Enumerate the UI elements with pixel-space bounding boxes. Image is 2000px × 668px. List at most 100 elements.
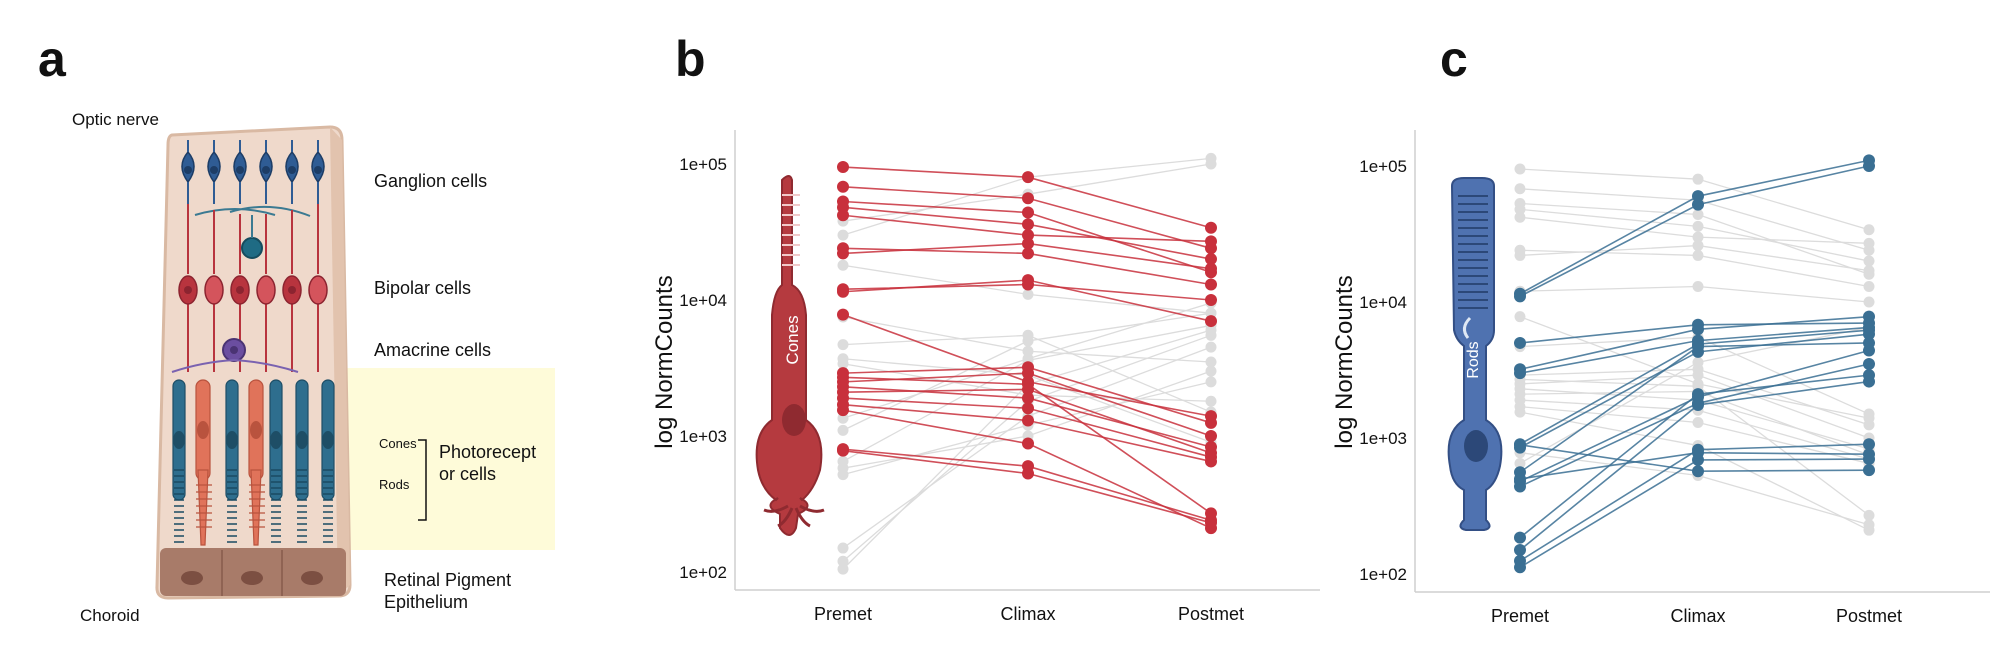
chart-c-ylabel: log NormCounts xyxy=(1331,275,1358,448)
chart-c-highlight-point xyxy=(1692,446,1704,459)
ganglion-cells xyxy=(181,140,325,259)
chart-c-background-point xyxy=(1514,211,1526,223)
chart-b-background-point xyxy=(837,424,849,436)
chart-c-highlight-point xyxy=(1863,344,1875,357)
label-photoreceptor-line2: or cells xyxy=(439,464,497,484)
chart-c-background-point xyxy=(1514,183,1526,195)
chart-c-background-point xyxy=(1692,220,1704,232)
chart-c-background-point xyxy=(1692,173,1704,185)
photoreceptor-cells xyxy=(172,379,335,546)
chart-c-background-point xyxy=(1863,255,1875,267)
bipolar-cells xyxy=(178,204,328,372)
label-bipolar-cells: Bipolar cells xyxy=(374,278,472,298)
label-optic-nerve: Optic nerve xyxy=(72,110,159,129)
chart-b-highlight-point xyxy=(1022,237,1034,250)
chart-b-highlight-point xyxy=(1205,221,1217,234)
chart-c-highlight-point xyxy=(1692,190,1704,203)
chart-c-background-point xyxy=(1863,296,1875,308)
chart-b-highlight-point xyxy=(1022,274,1034,287)
chart-c-background-point xyxy=(1692,369,1704,381)
chart-c-background-point xyxy=(1514,249,1526,261)
chart-b-background-point xyxy=(1022,329,1034,341)
panel-letter-b: b xyxy=(675,31,706,87)
chart-b-highlight-point xyxy=(1205,262,1217,275)
chart-c-highlight-point xyxy=(1514,531,1526,544)
chart-c-background-point xyxy=(1692,417,1704,429)
chart-c-background-point xyxy=(1514,311,1526,323)
chart-b-highlight-point xyxy=(1205,516,1217,529)
chart-c-highlight-point xyxy=(1863,358,1875,371)
chart-b-ytick-label: 1e+05 xyxy=(679,155,727,174)
photoreceptor-bracket xyxy=(418,439,427,521)
chart-b-highlight-point xyxy=(1205,455,1217,468)
chart-b-highlight-point xyxy=(1022,414,1034,427)
chart-b-background-point xyxy=(1205,395,1217,407)
chart-b-background-point xyxy=(1205,158,1217,170)
chart-b-background-point xyxy=(1205,341,1217,353)
chart-b-highlight-point xyxy=(1205,278,1217,291)
chart-c-background-point xyxy=(1514,163,1526,175)
chart-b-background-point xyxy=(837,259,849,271)
photoreceptor-highlight-band xyxy=(340,368,555,550)
chart-b-highlight-point xyxy=(1205,235,1217,248)
chart-b-highlight-point xyxy=(1022,467,1034,480)
chart-b-highlight-point xyxy=(1022,218,1034,231)
chart-c-highlight-point xyxy=(1514,561,1526,574)
chart-b-highlight-point xyxy=(1022,383,1034,396)
chart-b-background-point xyxy=(837,542,849,554)
chart-c-highlight-point xyxy=(1863,448,1875,461)
chart-c-highlight-point xyxy=(1863,160,1875,172)
chart-b-background-point xyxy=(1205,376,1217,388)
chart-c-highlight-point xyxy=(1692,323,1704,336)
chart-c-lines xyxy=(1514,154,1875,574)
rpe-nuclei xyxy=(181,571,323,585)
chart-b-xtick-label: Postmet xyxy=(1178,604,1244,624)
chart-b-highlight-point xyxy=(1022,437,1034,450)
chart-b-highlight-point xyxy=(837,209,849,222)
chart-c-highlight-point xyxy=(1692,198,1704,211)
chart-b-highlight-point xyxy=(1022,206,1034,219)
chart-c-icon-label: Rods xyxy=(1465,341,1482,378)
chart-b-icon xyxy=(755,175,825,536)
chart-b-ytick-label: 1e+02 xyxy=(679,563,727,582)
label-photoreceptor-line1: Photorecept xyxy=(439,442,537,462)
chart-c-highlight-point xyxy=(1514,472,1526,485)
chart-b-background-point xyxy=(837,563,849,575)
chart-c-highlight-point xyxy=(1514,544,1526,557)
chart-b-highlight-point xyxy=(837,285,849,298)
label-choroid: Choroid xyxy=(80,606,140,625)
chart-b-background-point xyxy=(837,455,849,467)
label-ganglion-cells: Ganglion cells xyxy=(374,171,488,191)
chart-b-highlight-point xyxy=(1205,416,1217,429)
chart-c-highlight-point xyxy=(1692,340,1704,353)
chart-c-highlight-point xyxy=(1863,438,1875,451)
chart-c-highlight-point xyxy=(1863,464,1875,477)
chart-c-highlight-point xyxy=(1514,438,1526,451)
chart-b-lines xyxy=(837,152,1217,575)
chart-b-ytick-label: 1e+04 xyxy=(679,291,727,310)
chart-c-icon xyxy=(1447,177,1503,531)
chart-b-axes: 1e+02 1e+03 1e+04 1e+05 Premet Climax Postmet xyxy=(679,130,1320,624)
chart-b-background-point xyxy=(1205,365,1217,377)
chart-b-background-point xyxy=(1022,345,1034,357)
chart-c-background-point xyxy=(1863,224,1875,236)
chart-b-background-point xyxy=(837,339,849,351)
chart-b-highlight-point xyxy=(837,308,849,321)
chart-c-highlight-point xyxy=(1863,328,1875,341)
chart-c-xtick-label: Premet xyxy=(1491,606,1549,626)
chart-b-background-point xyxy=(837,412,849,424)
label-amacrine-cells: Amacrine cells xyxy=(374,340,492,360)
chart-c-background-point xyxy=(1863,265,1875,277)
chart-c-highlight-point xyxy=(1692,465,1704,478)
chart-c-axes: 1e+02 1e+03 1e+04 1e+05 Premet Climax Postmet xyxy=(1359,130,1990,626)
chart-c-background-point xyxy=(1692,231,1704,243)
chart-c-background-point xyxy=(1863,237,1875,249)
label-rpe-line2: Epithelium xyxy=(384,592,469,612)
chart-c-highlight-point xyxy=(1514,367,1526,380)
chart-b-highlight-point xyxy=(1205,294,1217,306)
chart-c-highlight-point xyxy=(1863,375,1875,388)
retina-side-face xyxy=(330,127,350,596)
chart-c-xtick-label: Climax xyxy=(1670,606,1725,626)
chart-c-ytick-label: 1e+03 xyxy=(1359,429,1407,448)
